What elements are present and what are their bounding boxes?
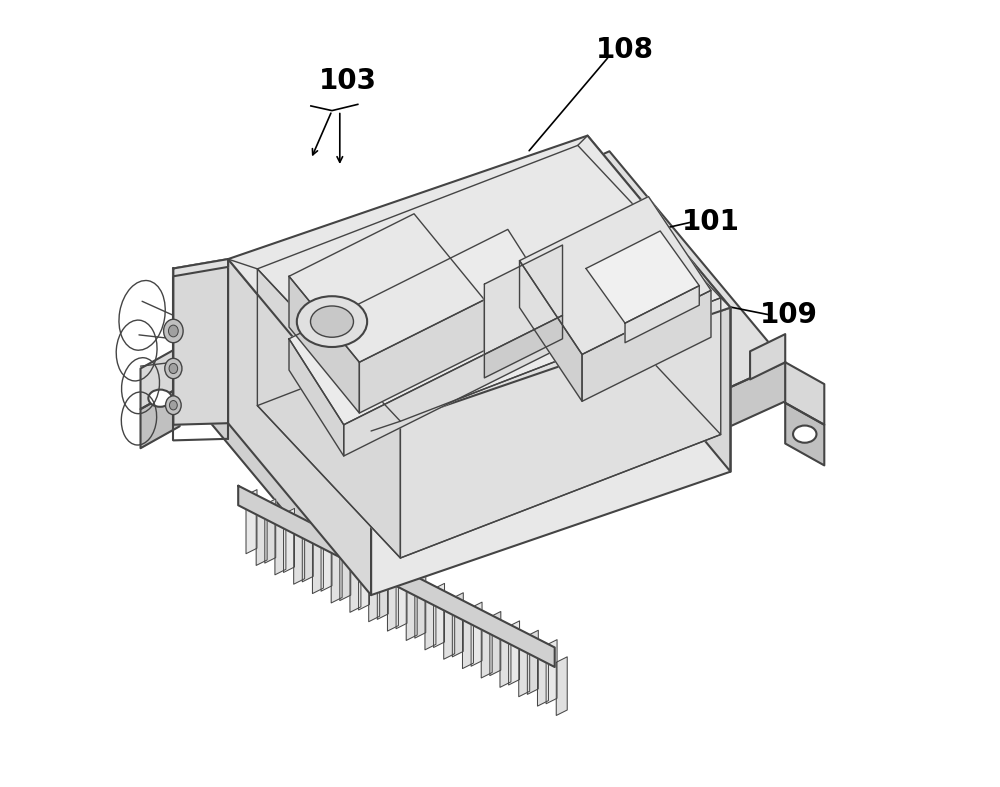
Polygon shape [484,245,563,354]
Polygon shape [228,135,731,431]
Polygon shape [527,630,538,694]
Polygon shape [520,197,711,354]
Ellipse shape [793,426,816,443]
Polygon shape [785,362,824,425]
Polygon shape [588,135,731,471]
Polygon shape [425,591,436,650]
Polygon shape [359,546,369,610]
Ellipse shape [148,390,172,407]
Ellipse shape [166,396,181,415]
Polygon shape [289,276,359,413]
Polygon shape [434,583,445,648]
Polygon shape [180,346,355,597]
Polygon shape [400,297,721,558]
Ellipse shape [165,358,182,379]
Polygon shape [331,545,342,603]
Polygon shape [520,260,582,401]
Text: 109: 109 [760,301,818,329]
Polygon shape [625,286,699,342]
Polygon shape [484,316,563,378]
Polygon shape [228,259,371,595]
Polygon shape [444,600,455,660]
Polygon shape [355,362,785,597]
Polygon shape [582,290,711,401]
Ellipse shape [168,325,178,337]
Polygon shape [257,283,721,558]
Text: 108: 108 [596,35,654,64]
Polygon shape [452,593,463,657]
Polygon shape [490,611,501,675]
Polygon shape [538,648,548,706]
Polygon shape [238,486,555,667]
Polygon shape [289,338,344,456]
Polygon shape [340,537,351,600]
Polygon shape [141,346,180,409]
Polygon shape [359,300,484,413]
Polygon shape [750,334,785,379]
Polygon shape [377,556,388,619]
Text: 103: 103 [319,67,377,95]
Polygon shape [289,214,484,362]
Text: 101: 101 [682,208,740,235]
Polygon shape [509,621,520,685]
Polygon shape [246,490,257,554]
Polygon shape [312,535,323,593]
Polygon shape [289,229,563,425]
Polygon shape [471,602,482,667]
Polygon shape [180,300,215,346]
Polygon shape [141,387,180,449]
Polygon shape [265,499,276,563]
Polygon shape [180,151,785,558]
Polygon shape [294,526,305,584]
Polygon shape [396,564,407,629]
Polygon shape [350,554,361,612]
Polygon shape [785,403,824,465]
Polygon shape [462,610,473,669]
Polygon shape [481,619,492,678]
Polygon shape [546,640,557,704]
Ellipse shape [164,320,183,342]
Polygon shape [321,527,332,591]
Polygon shape [369,563,380,622]
Polygon shape [415,574,426,638]
Polygon shape [173,259,228,425]
Polygon shape [275,516,286,575]
Polygon shape [406,582,417,641]
Ellipse shape [169,364,178,374]
Polygon shape [586,231,699,323]
Polygon shape [256,507,267,565]
Polygon shape [519,638,530,696]
Polygon shape [284,508,294,572]
Polygon shape [371,308,731,595]
Polygon shape [556,657,567,715]
Polygon shape [173,259,228,276]
Polygon shape [302,518,313,582]
Polygon shape [387,572,398,631]
Polygon shape [257,269,400,558]
Polygon shape [500,629,511,687]
Polygon shape [344,316,563,456]
Ellipse shape [169,401,177,410]
Ellipse shape [310,306,353,338]
Ellipse shape [297,296,367,347]
